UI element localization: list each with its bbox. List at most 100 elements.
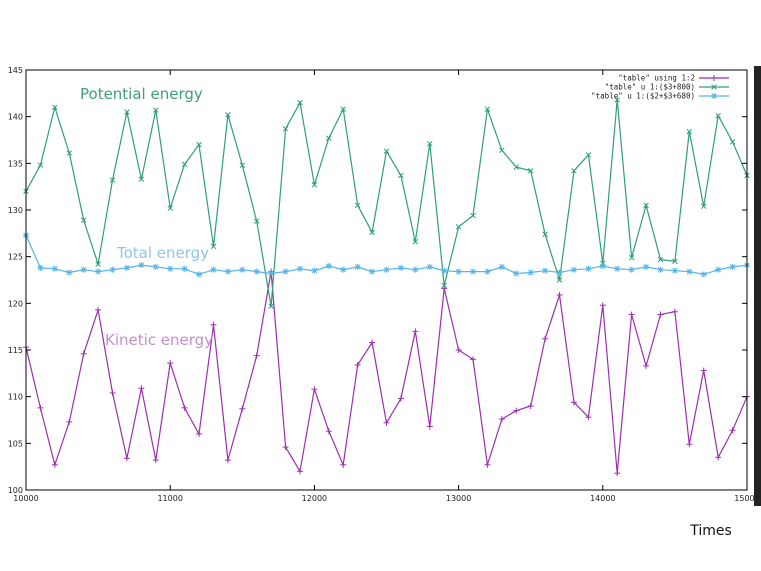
data-point-series-2 bbox=[412, 238, 419, 245]
data-point-series-2 bbox=[398, 172, 404, 179]
data-point-series-2 bbox=[657, 256, 664, 263]
data-point-series-2 bbox=[80, 217, 87, 224]
data-point-series-3 bbox=[498, 263, 505, 270]
data-point-series-3 bbox=[383, 266, 390, 273]
data-point-series-1 bbox=[426, 423, 433, 430]
data-point-series-1 bbox=[441, 285, 448, 292]
data-point-series-1 bbox=[599, 302, 606, 309]
data-point-series-3 bbox=[354, 263, 361, 270]
data-point-series-2 bbox=[513, 164, 520, 170]
data-point-series-2 bbox=[210, 243, 217, 250]
data-point-series-2 bbox=[715, 112, 721, 119]
data-point-series-3 bbox=[95, 268, 102, 275]
data-point-series-1 bbox=[138, 385, 145, 392]
data-point-series-1 bbox=[657, 311, 664, 318]
data-point-series-2 bbox=[686, 128, 693, 135]
data-point-series-1 bbox=[224, 457, 231, 464]
data-point-series-3 bbox=[66, 269, 73, 276]
data-point-series-1 bbox=[686, 441, 693, 448]
data-point-series-2 bbox=[614, 97, 620, 103]
data-point-series-2 bbox=[52, 104, 58, 111]
data-point-series-2 bbox=[643, 202, 649, 209]
y-tick-label: 120 bbox=[8, 299, 23, 308]
data-point-series-3 bbox=[51, 265, 58, 272]
data-point-series-3 bbox=[599, 263, 606, 269]
data-point-series-3 bbox=[412, 266, 419, 273]
data-point-series-1 bbox=[66, 418, 73, 425]
data-point-series-2 bbox=[340, 106, 346, 112]
data-point-series-2 bbox=[253, 218, 260, 224]
x-tick-label: 10000 bbox=[13, 494, 38, 503]
data-point-series-1 bbox=[282, 444, 289, 451]
x-tick-label: 15000 bbox=[734, 494, 759, 503]
data-point-series-2 bbox=[556, 277, 563, 283]
data-point-series-2 bbox=[499, 147, 505, 154]
data-point-series-2 bbox=[628, 254, 635, 261]
data-point-series-1 bbox=[196, 431, 203, 437]
data-point-series-1 bbox=[311, 386, 318, 393]
data-point-series-1 bbox=[643, 362, 650, 369]
data-point-series-1 bbox=[498, 416, 505, 423]
data-point-series-3 bbox=[340, 266, 347, 273]
data-point-series-3 bbox=[80, 266, 87, 273]
data-point-series-3 bbox=[614, 265, 621, 272]
data-point-series-1 bbox=[700, 367, 707, 374]
x-tick-label: 11000 bbox=[157, 494, 182, 503]
data-point-series-1 bbox=[152, 457, 159, 464]
data-point-series-2 bbox=[527, 168, 534, 174]
data-point-series-3 bbox=[686, 268, 693, 275]
data-point-series-3 bbox=[628, 266, 635, 273]
data-point-series-2 bbox=[37, 162, 44, 168]
data-point-series-2 bbox=[196, 141, 202, 148]
data-point-series-3 bbox=[253, 268, 260, 275]
data-point-series-1 bbox=[513, 407, 520, 414]
data-point-series-2 bbox=[571, 168, 577, 174]
data-point-series-2 bbox=[239, 162, 246, 168]
data-point-series-1 bbox=[369, 339, 376, 346]
data-point-series-1 bbox=[729, 427, 736, 434]
legend-swatch-marker bbox=[711, 84, 717, 90]
y-tick-label: 105 bbox=[8, 439, 23, 448]
data-point-series-1 bbox=[585, 414, 592, 421]
y-tick-label: 130 bbox=[8, 206, 23, 215]
data-point-series-2 bbox=[66, 150, 73, 156]
legend-swatch-marker bbox=[711, 75, 717, 81]
data-point-series-2 bbox=[109, 177, 116, 183]
data-point-series-3 bbox=[570, 266, 577, 273]
data-point-series-1 bbox=[715, 454, 722, 461]
annotation-label: Total energy bbox=[116, 244, 209, 262]
data-point-series-1 bbox=[253, 352, 260, 359]
data-point-series-2 bbox=[369, 229, 375, 236]
data-point-series-3 bbox=[542, 267, 549, 274]
legend-label: "table" u 1:($3+800) bbox=[605, 83, 695, 92]
data-point-series-1 bbox=[51, 461, 58, 468]
data-point-series-3 bbox=[729, 263, 736, 270]
data-point-series-1 bbox=[556, 291, 563, 298]
data-point-series-1 bbox=[37, 404, 44, 411]
data-point-series-3 bbox=[109, 266, 116, 273]
data-point-series-2 bbox=[225, 112, 231, 118]
data-point-series-3 bbox=[37, 264, 44, 271]
data-point-series-3 bbox=[167, 265, 174, 272]
annotation-label: Kinetic energy bbox=[105, 331, 213, 349]
data-point-series-1 bbox=[614, 470, 621, 477]
data-point-series-1 bbox=[95, 306, 102, 313]
data-point-series-2 bbox=[441, 282, 447, 289]
right-edge-strip bbox=[754, 66, 761, 506]
data-point-series-3 bbox=[123, 264, 130, 271]
data-point-series-1 bbox=[80, 350, 87, 357]
data-point-series-2 bbox=[585, 152, 592, 158]
data-point-series-2 bbox=[311, 182, 318, 188]
legend-swatch-marker bbox=[711, 93, 717, 99]
y-tick-label: 125 bbox=[8, 253, 23, 262]
data-point-series-2 bbox=[124, 109, 130, 115]
y-tick-label: 140 bbox=[8, 113, 23, 122]
data-point-series-3 bbox=[484, 268, 491, 275]
data-point-series-1 bbox=[325, 428, 332, 435]
data-point-series-3 bbox=[268, 270, 275, 277]
data-point-series-1 bbox=[340, 461, 347, 468]
data-point-series-3 bbox=[196, 271, 203, 278]
data-point-series-1 bbox=[397, 395, 404, 402]
data-point-series-3 bbox=[700, 271, 707, 278]
